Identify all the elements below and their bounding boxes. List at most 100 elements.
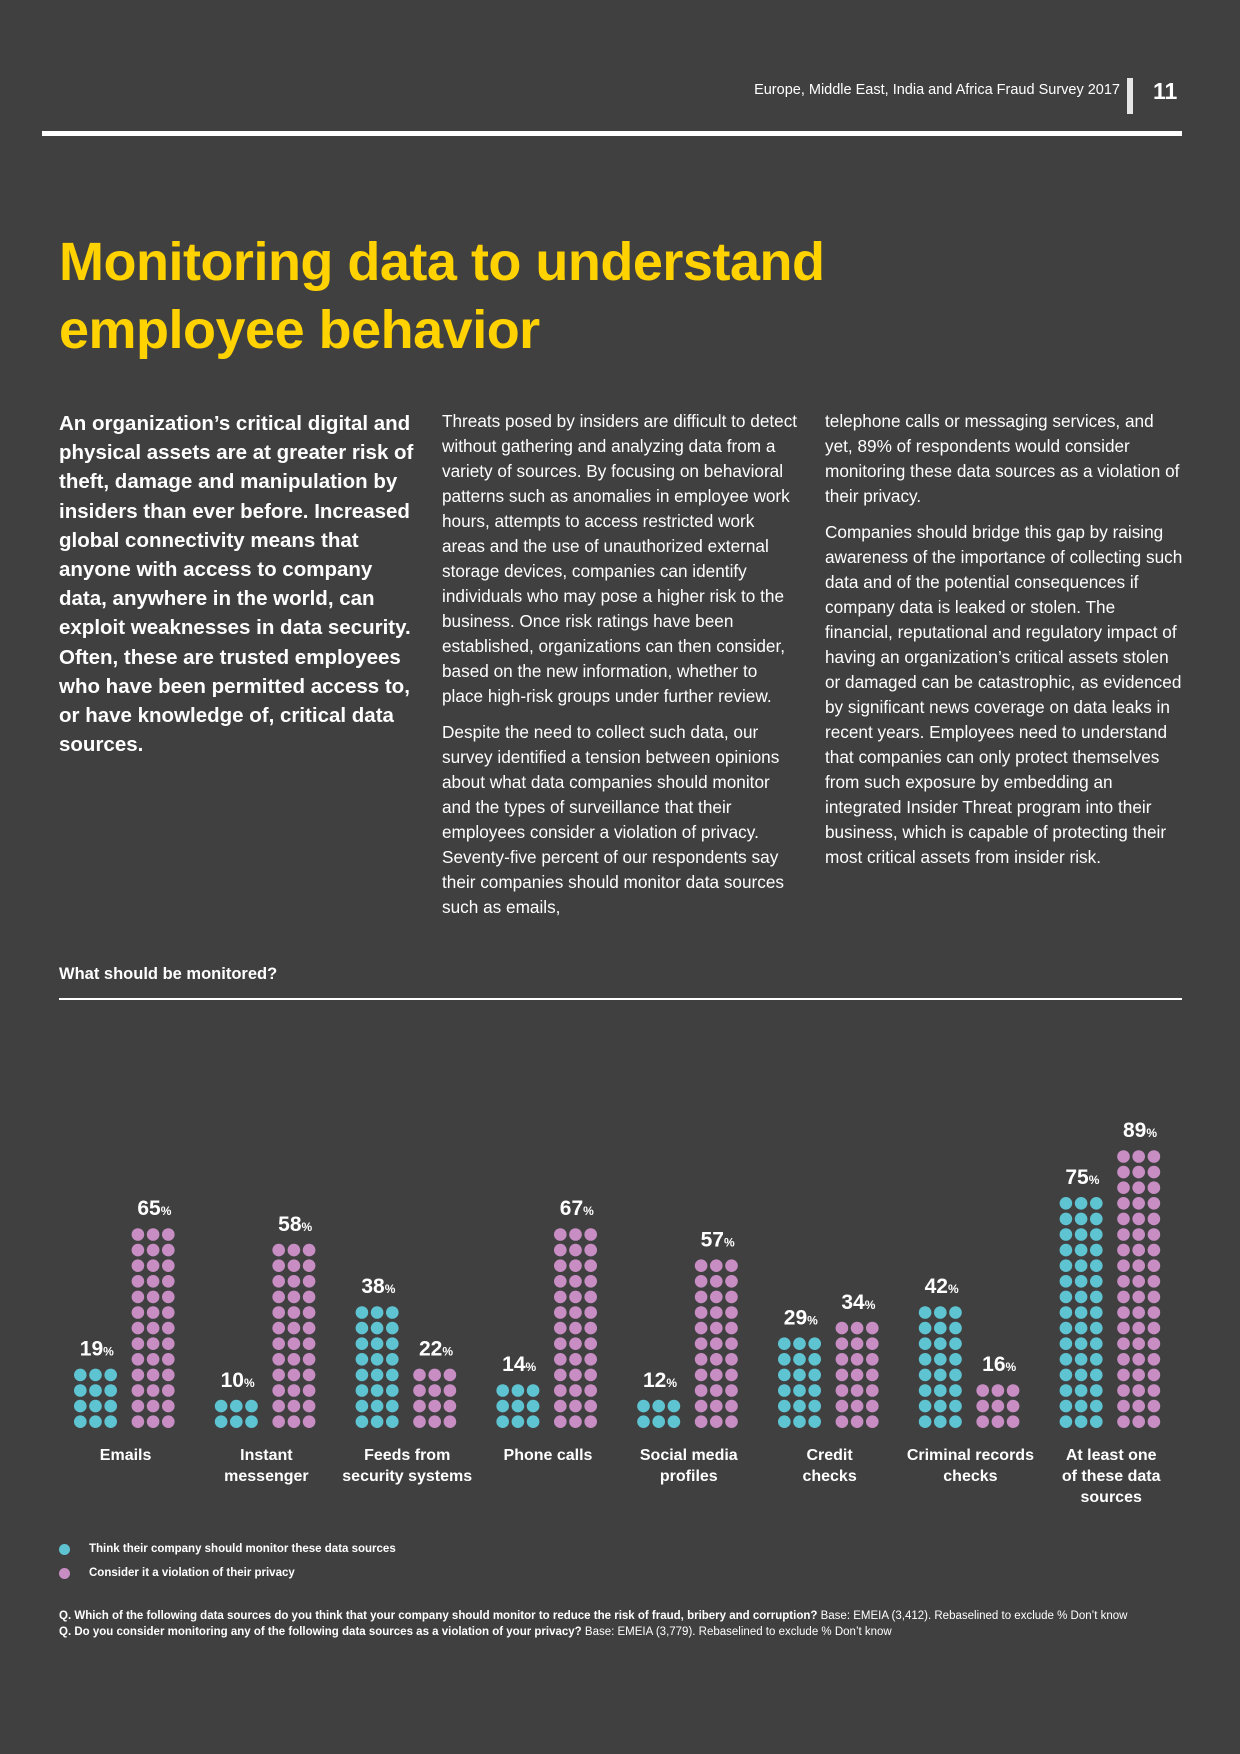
category-label-line: sources: [1081, 1489, 1142, 1506]
bar-dot: [1074, 1399, 1088, 1413]
bar-dot: [162, 1337, 175, 1350]
chart-heading: What should be monitored?: [59, 965, 278, 983]
bar-dot: [1059, 1228, 1073, 1241]
bar-dot: [1090, 1337, 1103, 1350]
bar-dot: [162, 1399, 175, 1413]
bar-dot: [413, 1384, 426, 1397]
bar-dot: [554, 1368, 567, 1382]
bar-dot: [808, 1353, 821, 1366]
bar-dot: [808, 1368, 821, 1382]
bar-dot: [74, 1368, 87, 1382]
bar-dot: [918, 1337, 932, 1350]
bar-dot: [131, 1306, 145, 1319]
bar-dot: [918, 1415, 932, 1428]
bar-dot: [808, 1399, 821, 1413]
data-label-unit: %: [948, 1282, 959, 1296]
bar-dot: [1090, 1197, 1103, 1210]
bar-dot: [1117, 1399, 1130, 1413]
bar-dot: [131, 1353, 145, 1366]
data-label-value: 19: [80, 1338, 103, 1361]
bar-dot: [1090, 1384, 1103, 1397]
bar-dot: [569, 1415, 582, 1428]
bar-group: 38%22%Feeds from security systems: [342, 1275, 472, 1485]
bar-dot: [214, 1415, 228, 1428]
bar-dot: [934, 1321, 947, 1335]
category-label: Feeds from security systems: [342, 1447, 472, 1485]
bar-dot: [1132, 1212, 1145, 1226]
bar-dot: [146, 1399, 160, 1413]
bar-dot: [272, 1321, 286, 1335]
data-label-value: 10: [221, 1369, 244, 1392]
bar-dot: [355, 1337, 369, 1350]
bar-dot: [370, 1368, 384, 1382]
bar-dot: [245, 1415, 258, 1428]
bar-dot: [808, 1337, 821, 1350]
data-label: 67%: [560, 1197, 594, 1220]
bar-dot: [1059, 1321, 1073, 1335]
category-label-line: security systems: [342, 1468, 472, 1485]
bar-dot: [131, 1384, 145, 1397]
bar-dot: [1074, 1290, 1088, 1304]
data-label-value: 16: [982, 1353, 1005, 1376]
body-paragraph-1: Threats posed by insiders are difficult …: [442, 411, 798, 706]
bar-dot: [584, 1353, 597, 1366]
bar-dot: [302, 1290, 316, 1304]
bar-dot: [1117, 1228, 1130, 1241]
category-label-line: Criminal records: [907, 1447, 1034, 1464]
bar-dot: [146, 1384, 160, 1397]
bar-dot: [272, 1337, 286, 1350]
bar-dot: [413, 1368, 426, 1382]
bar-dot: [1074, 1275, 1088, 1288]
category-label-line: checks: [943, 1468, 997, 1485]
bar: [1059, 1197, 1103, 1428]
data-label: 22%: [419, 1338, 453, 1361]
bar: [1117, 1150, 1161, 1428]
bar-dot: [1074, 1259, 1088, 1272]
bar-dot: [272, 1415, 286, 1428]
bar-dot: [554, 1384, 567, 1397]
bar-dot: [637, 1399, 650, 1413]
bar-dot: [1147, 1321, 1161, 1335]
bar-dot: [230, 1415, 243, 1428]
bar-dot: [162, 1368, 175, 1382]
bar-dot: [1117, 1384, 1130, 1397]
bar-dot: [835, 1384, 849, 1397]
bar-dot: [355, 1321, 369, 1335]
note-q2: Q. Do you consider monitoring any of the…: [59, 1624, 1182, 1640]
bar-dot: [850, 1353, 864, 1366]
bar-dot: [1074, 1321, 1088, 1335]
bar-dot: [569, 1368, 582, 1382]
bar-dot: [584, 1275, 597, 1288]
data-label-unit: %: [161, 1204, 172, 1218]
bar-dot: [1132, 1337, 1145, 1350]
bar-dot: [1117, 1415, 1130, 1428]
bar-dot: [778, 1368, 791, 1382]
data-label: 19%: [80, 1338, 114, 1361]
category-label-line: messenger: [224, 1468, 309, 1485]
data-label: 89%: [1123, 1119, 1157, 1142]
bar-dot: [554, 1243, 567, 1257]
bar-dot: [949, 1384, 962, 1397]
bar-dot: [934, 1337, 947, 1350]
bar-dot: [793, 1399, 806, 1413]
category-label-line: Instant: [240, 1447, 293, 1464]
category-label: Instant messenger: [224, 1447, 309, 1485]
bar-dot: [1059, 1243, 1073, 1257]
bar-dot: [850, 1384, 864, 1397]
page-title: Monitoring data to understand employee b…: [59, 232, 825, 360]
bar-dot: [302, 1321, 316, 1335]
bar-dot: [569, 1337, 582, 1350]
bar-dot: [725, 1290, 738, 1304]
bar-dot: [272, 1259, 286, 1272]
bar-dot: [808, 1415, 821, 1428]
bar-dot: [1117, 1306, 1130, 1319]
bar-dot: [511, 1384, 525, 1397]
category-label-line: Social media: [640, 1447, 738, 1464]
bar-dot: [584, 1228, 597, 1241]
bar-dot: [386, 1321, 399, 1335]
bar-dot: [710, 1399, 723, 1413]
bar-dot: [287, 1321, 301, 1335]
category-label-line: checks: [802, 1468, 856, 1485]
bar-dot: [272, 1290, 286, 1304]
bar-dot: [526, 1415, 540, 1428]
